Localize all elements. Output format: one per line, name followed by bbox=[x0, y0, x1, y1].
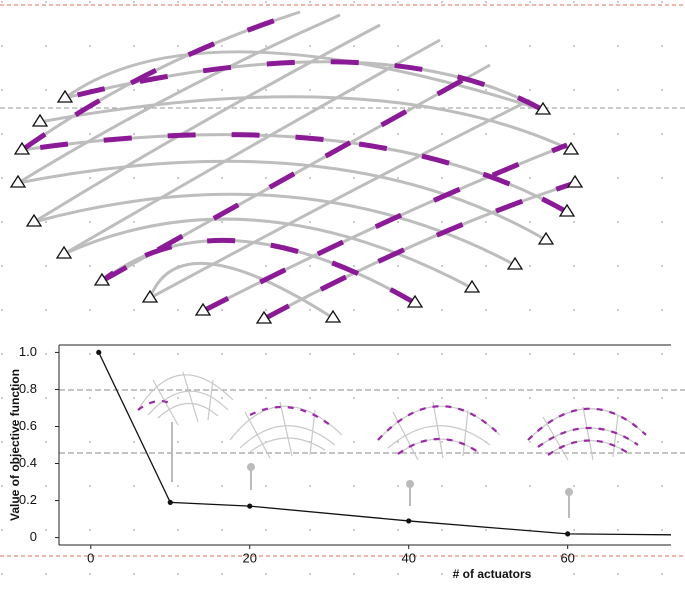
y-tick-label: 1.0 bbox=[19, 344, 37, 359]
y-tick-label: 0.2 bbox=[19, 492, 37, 507]
y-tick-label: 0 bbox=[30, 529, 37, 544]
x-tick-label: 0 bbox=[87, 550, 94, 565]
x-tick-label: 60 bbox=[560, 550, 574, 565]
x-axis-title: # of actuators bbox=[453, 567, 532, 581]
x-tick-label: 20 bbox=[243, 550, 257, 565]
y-tick-label: 0.4 bbox=[19, 455, 37, 470]
data-point bbox=[406, 518, 412, 524]
inset-domes bbox=[137, 371, 647, 518]
data-point bbox=[167, 499, 173, 506]
data-point bbox=[247, 503, 253, 509]
y-tick-label: 0.8 bbox=[19, 381, 37, 396]
supports bbox=[9, 89, 584, 324]
x-tick-label: 40 bbox=[401, 550, 415, 565]
data-point bbox=[565, 531, 571, 537]
gridshell-dome bbox=[9, 9, 584, 324]
y-tick-label: 0.6 bbox=[19, 418, 37, 433]
data-point bbox=[96, 349, 102, 356]
y-axis-title: Value of objective function bbox=[8, 369, 22, 521]
data-line bbox=[98, 352, 672, 536]
